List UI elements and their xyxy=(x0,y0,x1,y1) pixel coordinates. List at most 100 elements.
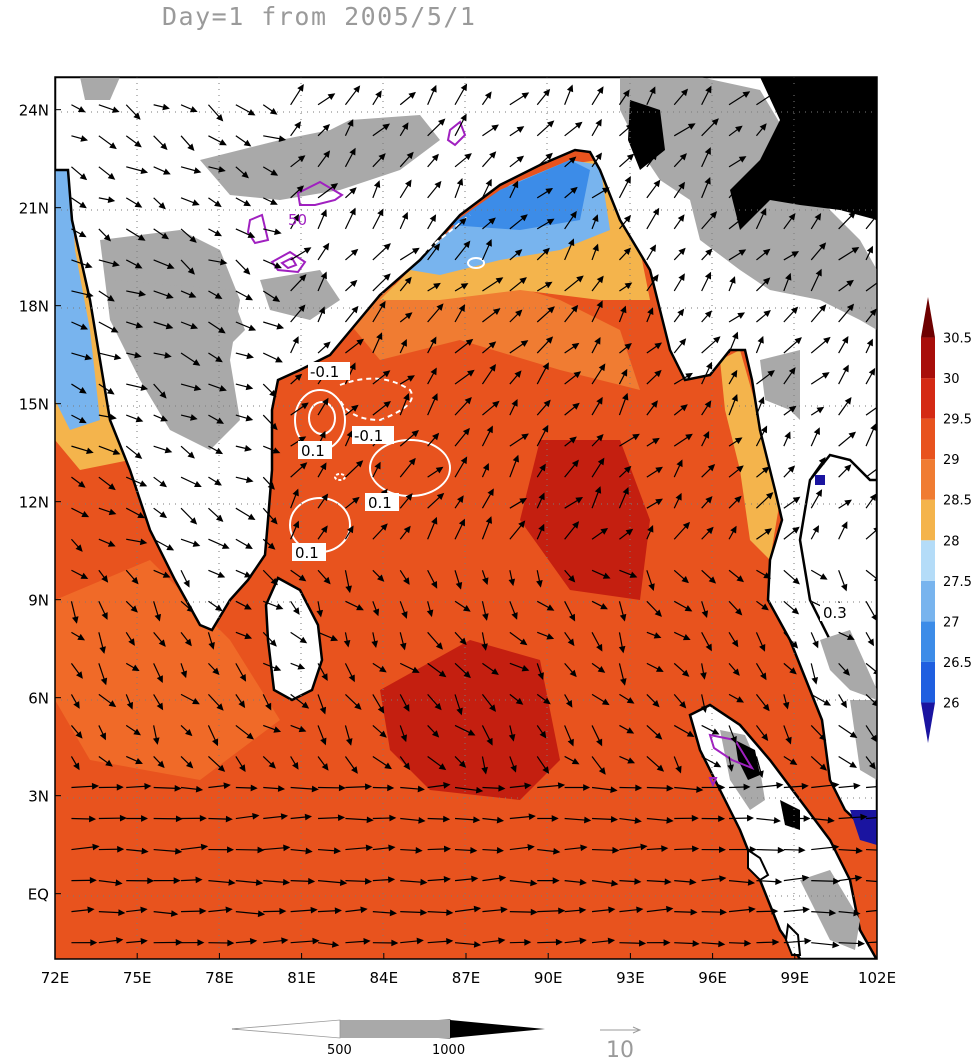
wind-vector-head xyxy=(681,669,690,677)
colorbar-segment xyxy=(921,297,935,338)
contour-label: 0.1 xyxy=(295,544,319,562)
wind-vector-head xyxy=(158,202,166,210)
wind-vector-head xyxy=(596,275,604,284)
wind-vector-head xyxy=(382,123,391,131)
wind-vector-head xyxy=(685,433,693,441)
colorbar-segment xyxy=(921,580,935,622)
wind-vector xyxy=(865,662,877,674)
wind-vector-head xyxy=(112,260,120,267)
wind-vector-head xyxy=(294,121,302,129)
wind-vector-head xyxy=(819,573,828,580)
wind-vector-head xyxy=(719,908,727,916)
wind-vector-head xyxy=(543,88,551,97)
wind-vector-head xyxy=(736,217,744,225)
wind-vector-head xyxy=(844,464,852,472)
wind-vector-head xyxy=(227,846,235,854)
lon-tick-label: 99E xyxy=(781,969,810,987)
wind-vector-head xyxy=(160,142,168,151)
wind-vector-head xyxy=(485,516,492,524)
longitude-axis: 72E 75E 78E 81E 84E 87E 90E 93E 96E 99E 102E xyxy=(41,953,896,987)
wind-vector-head xyxy=(538,492,545,501)
wind-vector-head xyxy=(162,103,170,111)
wind-vector-head xyxy=(225,906,233,914)
wind-vector-head xyxy=(415,847,423,854)
wind-vector-head xyxy=(537,672,544,680)
wind-vector-head xyxy=(270,577,278,586)
wind-vector-head xyxy=(388,876,396,884)
wind-vector-head xyxy=(496,816,505,824)
wind-vector-head xyxy=(832,843,840,851)
wind-vector-head xyxy=(546,120,555,128)
wind-vector-head xyxy=(572,521,580,529)
wind-vector-head xyxy=(268,761,276,769)
wind-vector-head xyxy=(137,234,146,241)
wind-vector-head xyxy=(458,518,465,527)
wind-vector-head xyxy=(558,907,566,915)
wind-vector-head xyxy=(298,725,307,733)
wind-vector-head xyxy=(811,677,819,685)
wind-vector-head xyxy=(301,701,310,709)
wind-vector-head xyxy=(84,353,93,361)
wind-vector-head xyxy=(160,415,169,422)
wind-vector-head xyxy=(320,462,327,471)
wind-vector-head xyxy=(833,877,841,885)
wind-vector-head xyxy=(870,423,877,432)
wind-vector-head xyxy=(404,276,412,285)
wind-vector-head xyxy=(857,940,865,947)
wind-vector-head xyxy=(221,542,230,549)
wind-vector-head xyxy=(508,578,516,587)
wind-vector-head xyxy=(574,121,583,129)
wind-vector-head xyxy=(192,540,201,547)
wind-vector-head xyxy=(338,784,346,792)
wind-vector-head xyxy=(794,118,803,127)
wind-vector-head xyxy=(257,846,265,854)
wind-vector-head xyxy=(464,153,472,161)
wind-vector-head xyxy=(119,814,127,822)
wind-vector-head xyxy=(280,813,289,820)
wind-vector-head xyxy=(215,514,224,522)
wind-vector-head xyxy=(547,306,555,314)
wind-vector-head xyxy=(333,847,342,855)
wind-vector-head xyxy=(272,295,281,302)
wind-vector-head xyxy=(876,279,877,280)
wind-vector-head xyxy=(350,248,359,256)
wind-vector-head xyxy=(769,91,778,98)
wind-vector-head xyxy=(339,879,348,886)
wind-vector-head xyxy=(510,764,517,773)
wind-vector-head xyxy=(596,300,603,309)
wind-vector-head xyxy=(819,304,827,312)
lat-tick-label: EQ xyxy=(28,886,49,904)
wind-vector-head xyxy=(819,93,827,100)
colorbar-label: 27.5 xyxy=(943,575,972,590)
wind-vector-head xyxy=(134,262,143,269)
wind-vector-head xyxy=(730,736,737,744)
wind-vector-head xyxy=(245,476,254,484)
wind-vector-head xyxy=(382,370,391,378)
wind-vector-head xyxy=(387,784,395,792)
wind-vector-head xyxy=(876,465,877,467)
wind-vector-head xyxy=(456,707,463,716)
wind-vector-head xyxy=(734,495,742,504)
wind-vector-head xyxy=(283,844,291,852)
wind-vector-head xyxy=(321,493,329,502)
wind-vector-head xyxy=(147,877,155,885)
wind-vector-head xyxy=(819,242,827,250)
wind-vector-head xyxy=(426,609,434,618)
wind-vector-head xyxy=(761,183,770,192)
wind-vector-head xyxy=(458,304,466,312)
wind-vector-head xyxy=(539,730,547,739)
wind-vector-head xyxy=(389,814,397,822)
wind-vector-head xyxy=(636,906,644,914)
wind-vector-head xyxy=(436,303,444,311)
wind-vector-head xyxy=(105,759,113,767)
wind-vector-head xyxy=(133,728,141,736)
wind-vector-head xyxy=(292,213,299,222)
wind-vector-head xyxy=(790,306,799,314)
wind-vector-head xyxy=(543,697,551,705)
wind-vector-head xyxy=(598,363,606,372)
wind-vector-head xyxy=(704,271,712,280)
wind-vectors xyxy=(70,83,877,949)
wind-vector-head xyxy=(527,844,535,851)
wind-vector-head xyxy=(389,909,397,917)
wind-vector-head xyxy=(679,153,687,161)
